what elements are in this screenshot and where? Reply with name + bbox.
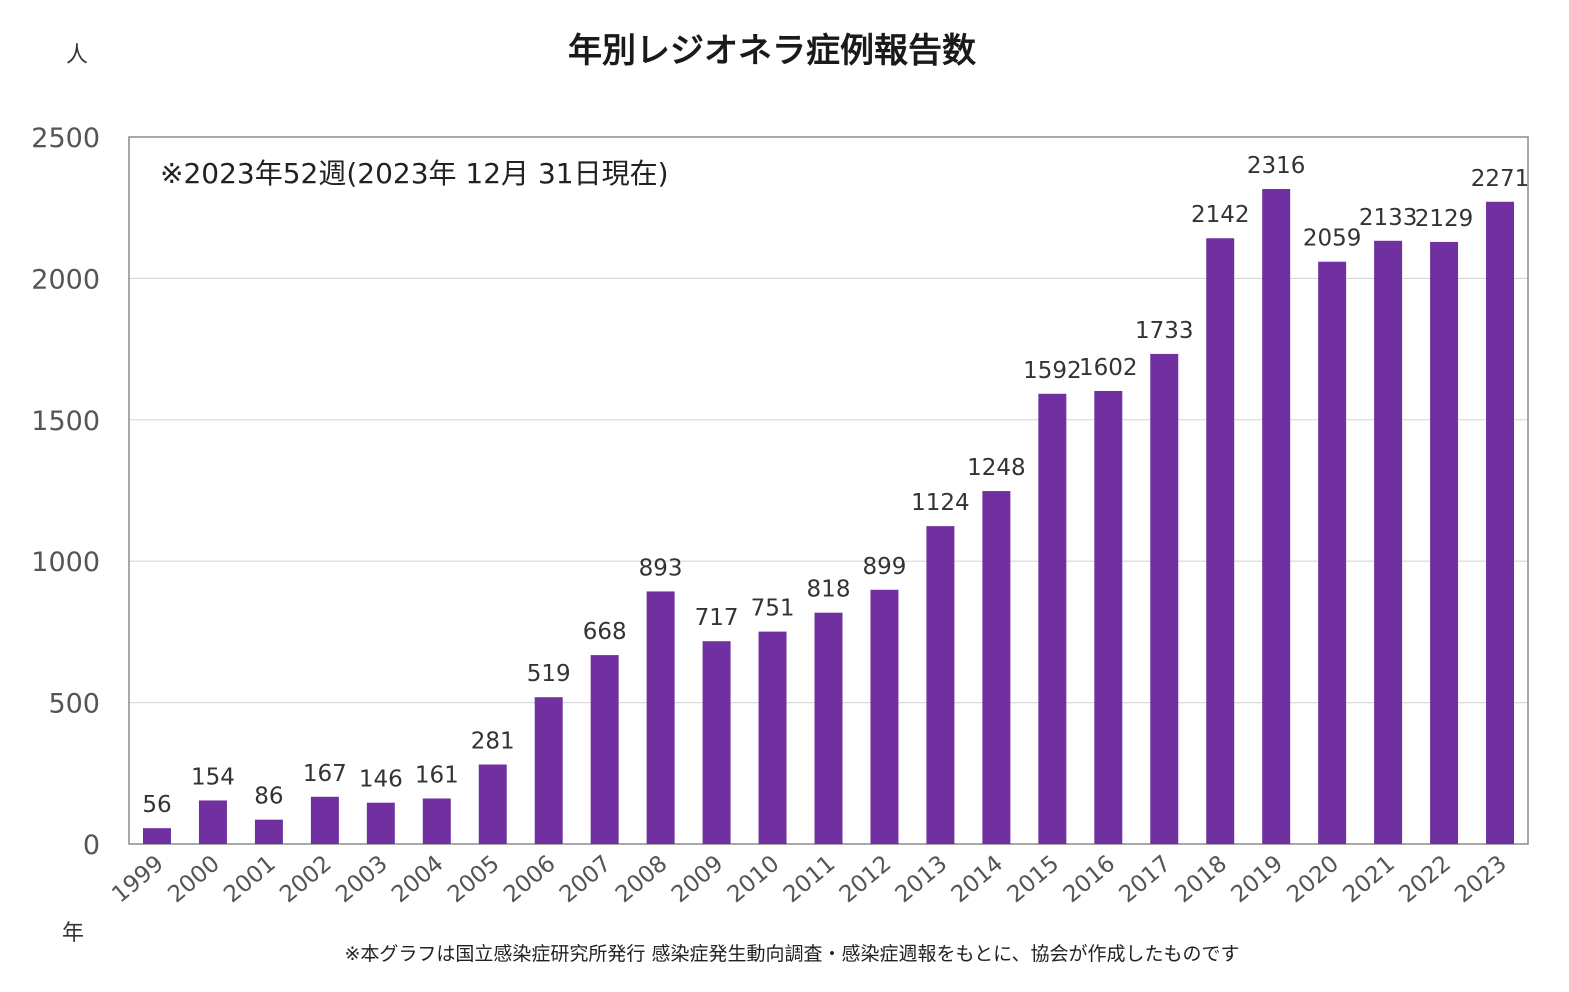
bar-2004 (422, 798, 451, 844)
y-tick-label: 1500 (31, 406, 100, 437)
data-label-2004: 161 (415, 762, 459, 788)
data-label-2011: 818 (807, 577, 851, 603)
data-label-2012: 899 (863, 554, 907, 580)
data-label-2008: 893 (639, 555, 683, 581)
y-tick-label: 1000 (31, 547, 100, 578)
bar-2010 (758, 631, 787, 844)
x-tick-label-2000: 2000 (163, 851, 225, 909)
x-tick-label-2004: 2004 (387, 851, 449, 909)
data-label-2009: 717 (695, 605, 739, 631)
data-label-2020: 2059 (1303, 226, 1362, 252)
x-axis-ticks: 1999200020012002200320042005200620072008… (107, 851, 1512, 909)
bar-2011 (814, 612, 843, 844)
x-tick-label-2021: 2021 (1338, 851, 1400, 909)
x-tick-label-2003: 2003 (331, 851, 393, 909)
bar-2022 (1430, 241, 1459, 844)
bar-2002 (310, 796, 339, 844)
bar-2009 (702, 641, 731, 844)
x-tick-label-2005: 2005 (443, 851, 505, 909)
data-label-2015: 1592 (1023, 358, 1082, 384)
bar-2016 (1094, 390, 1123, 844)
x-tick-label-2006: 2006 (499, 851, 561, 909)
data-label-2010: 751 (751, 596, 795, 622)
x-tick-label-2002: 2002 (275, 851, 337, 909)
bar-2023 (1486, 201, 1515, 844)
data-labels: 56 154 86 167 146 161 281 519 668 893 717 751 818 899… (142, 153, 1529, 818)
data-label-2018: 2142 (1191, 202, 1250, 228)
x-tick-label-2015: 2015 (1003, 851, 1065, 909)
x-tick-label-2017: 2017 (1115, 851, 1177, 909)
x-tick-label-2010: 2010 (723, 851, 785, 909)
source-footnote: ※本グラフは国立感染症研究所発行 感染症発生動向調査・感染症週報をもとに、協会が… (344, 943, 1239, 965)
data-label-2021: 2133 (1359, 205, 1418, 231)
data-label-2000: 154 (191, 764, 235, 790)
bars (142, 189, 1515, 844)
x-tick-label-2013: 2013 (891, 851, 953, 909)
data-label-2016: 1602 (1079, 355, 1138, 381)
bar-2006 (534, 697, 563, 844)
bar-2007 (590, 655, 619, 844)
bar-1999 (142, 828, 171, 844)
data-label-2014: 1248 (967, 455, 1026, 481)
x-tick-label-2011: 2011 (779, 851, 841, 909)
bar-2020 (1318, 261, 1347, 844)
bar-2018 (1206, 238, 1235, 844)
date-annotation: ※2023年52週(2023年 12月 31日現在) (160, 157, 669, 190)
x-tick-label-2020: 2020 (1282, 851, 1344, 909)
bar-2019 (1262, 189, 1291, 844)
data-label-2019: 2316 (1247, 153, 1306, 179)
x-tick-label-2007: 2007 (555, 851, 617, 909)
x-tick-label-2014: 2014 (947, 851, 1009, 909)
y-tick-label: 0 (83, 830, 100, 861)
y-tick-label: 2000 (31, 264, 100, 295)
bar-2005 (478, 764, 507, 844)
x-axis-unit-label: 年 (62, 921, 84, 946)
data-label-2002: 167 (303, 761, 347, 787)
data-label-2013: 1124 (911, 490, 970, 516)
data-label-1999: 56 (142, 792, 171, 818)
data-label-2001: 86 (254, 784, 283, 810)
bar-2012 (870, 589, 899, 844)
data-label-2023: 2271 (1471, 166, 1530, 192)
bar-2000 (198, 800, 227, 844)
bar-2015 (1038, 393, 1067, 844)
bar-2014 (982, 491, 1011, 844)
x-tick-label-2012: 2012 (835, 851, 897, 909)
data-label-2003: 146 (359, 767, 403, 793)
x-tick-label-2001: 2001 (219, 851, 281, 909)
chart-title: 年別レジオネラ症例報告数 (568, 31, 976, 71)
y-axis-ticks: 0 500 1000 1500 2000 2500 (31, 123, 100, 861)
bar-2013 (926, 526, 955, 844)
x-tick-label-2019: 2019 (1226, 851, 1288, 909)
data-label-2006: 519 (527, 661, 571, 687)
x-tick-label-1999: 1999 (107, 851, 169, 909)
bar-2017 (1150, 353, 1179, 844)
x-tick-label-2016: 2016 (1059, 851, 1121, 909)
x-tick-label-2018: 2018 (1171, 851, 1233, 909)
bar-2008 (646, 591, 675, 844)
x-tick-label-2009: 2009 (667, 851, 729, 909)
data-label-2007: 668 (583, 619, 627, 645)
y-tick-label: 500 (48, 689, 100, 720)
x-tick-label-2023: 2023 (1450, 851, 1512, 909)
data-label-2022: 2129 (1415, 206, 1474, 232)
data-label-2017: 1733 (1135, 318, 1194, 344)
x-tick-label-2022: 2022 (1394, 851, 1456, 909)
bar-2003 (366, 802, 395, 844)
bar-2001 (254, 819, 283, 844)
bar-2021 (1374, 240, 1403, 844)
data-label-2005: 281 (471, 729, 515, 755)
y-tick-label: 2500 (31, 123, 100, 154)
y-axis-unit-label: 人 (66, 43, 88, 68)
x-tick-label-2008: 2008 (611, 851, 673, 909)
